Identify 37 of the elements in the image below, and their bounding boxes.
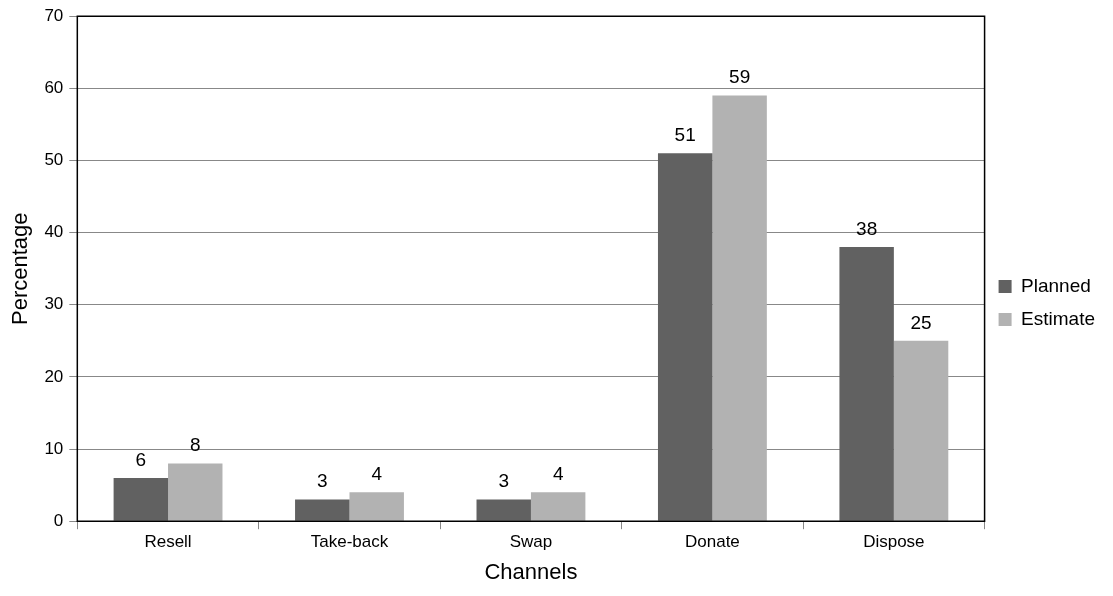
data-label: 8 [189, 434, 201, 456]
bar [295, 499, 350, 521]
data-label: 59 [729, 66, 751, 88]
bar [839, 247, 894, 521]
data-label: 6 [135, 448, 147, 470]
bar [712, 95, 767, 521]
legend-label: Estimate [1021, 307, 1096, 329]
y-tick-label: 30 [44, 294, 64, 314]
data-label: 4 [371, 463, 383, 485]
data-label: 3 [316, 470, 328, 492]
bar [168, 463, 223, 521]
bar [349, 492, 404, 521]
data-label: 25 [910, 311, 932, 333]
legend-label: Planned [1021, 274, 1091, 296]
y-tick-label: 0 [53, 510, 64, 530]
y-tick-label: 50 [44, 150, 64, 170]
bar [657, 153, 713, 521]
data-label: 51 [674, 124, 696, 146]
x-tick-label: Dispose [863, 532, 925, 552]
data-label: 3 [498, 470, 510, 492]
x-tick-label: Swap [509, 532, 553, 552]
bar [476, 499, 531, 521]
data-label: 4 [552, 463, 564, 485]
bar [113, 477, 169, 521]
x-tick-label: Take-back [310, 532, 389, 552]
y-tick-label: 20 [44, 366, 64, 386]
bar [893, 340, 949, 521]
x-axis-title: Channels [484, 558, 578, 584]
x-tick-label: Donate [684, 532, 740, 552]
y-tick-label: 10 [44, 438, 64, 458]
y-tick-label: 40 [44, 222, 64, 242]
y-tick-label: 70 [44, 5, 64, 25]
y-tick-label: 60 [44, 78, 64, 98]
data-label: 38 [856, 217, 878, 239]
bar [530, 492, 586, 521]
x-tick-label: Resell [144, 532, 192, 552]
y-axis-title: Percentage [7, 212, 33, 325]
